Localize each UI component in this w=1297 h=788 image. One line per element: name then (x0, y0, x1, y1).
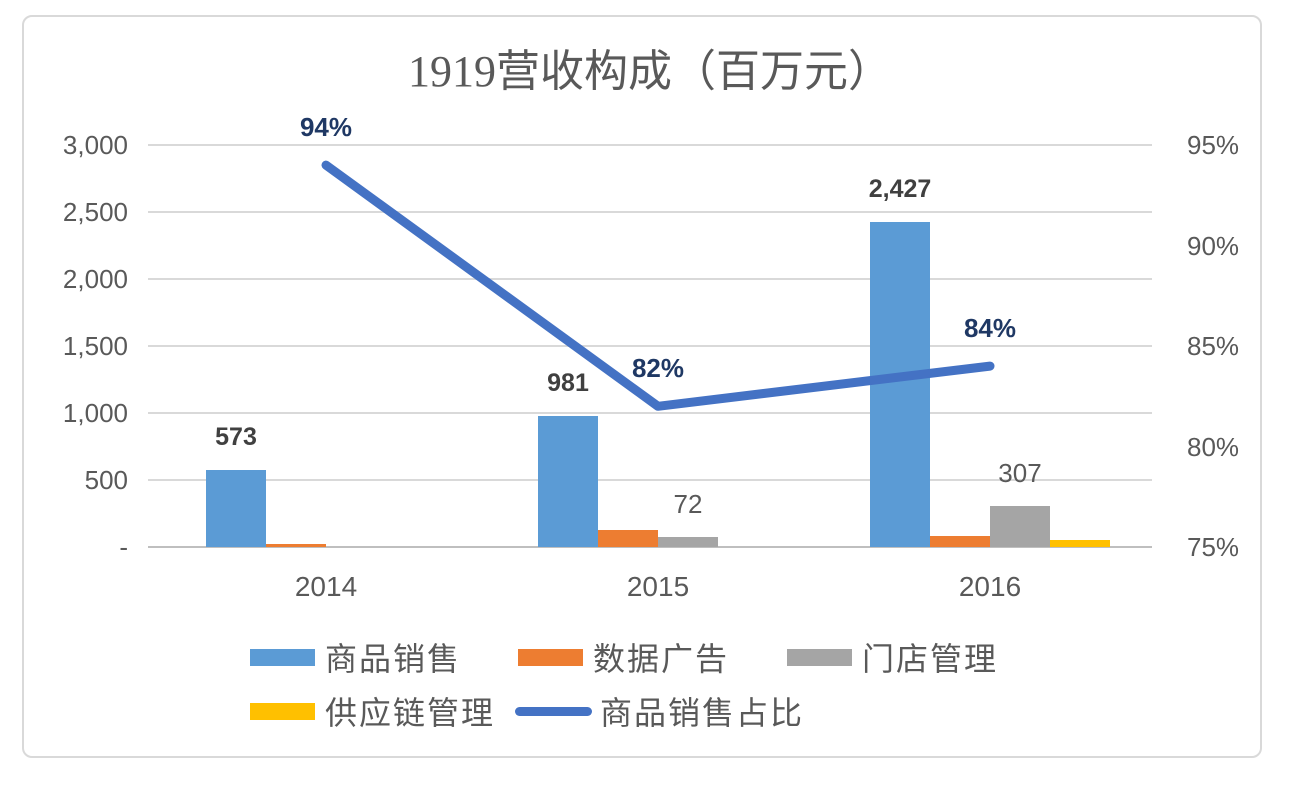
legend-label: 商品销售占比 (600, 695, 805, 731)
legend-color-swatch (250, 648, 315, 666)
bar-供应链管理-2016 (1050, 540, 1110, 547)
y-axis-tick-label: 1,500 (62, 331, 128, 361)
legend-label: 数据广告 (593, 641, 730, 677)
legend-item-数据广告: 数据广告 (518, 640, 729, 677)
legend-item-门店管理: 门店管理 (787, 640, 998, 677)
bar-商品销售-2014 (206, 470, 266, 547)
y-axis-tick-label: 3,000 (62, 130, 128, 160)
secondary-y-axis-tick-label: 95% (1187, 130, 1240, 160)
gridline (148, 211, 1152, 213)
bar-value-label: 573 (215, 423, 257, 452)
y-axis-tick-label: 1,000 (62, 398, 128, 428)
bar-value-label: 981 (547, 368, 589, 397)
legend-color-swatch (518, 648, 583, 666)
bar-value-label: 307 (998, 457, 1042, 488)
legend-color-swatch (787, 648, 852, 666)
secondary-y-axis-tick-label: 80% (1187, 431, 1240, 462)
x-axis-tick-label: 2016 (958, 571, 1022, 602)
legend-color-swatch (250, 702, 315, 720)
y-axis-tick-label: - (119, 532, 128, 562)
legend-item-供应链管理: 供应链管理 (250, 694, 495, 731)
bar-数据广告-2015 (598, 529, 658, 547)
legend-item-商品销售: 商品销售 (250, 640, 461, 677)
secondary-y-axis-tick-label: 90% (1187, 230, 1240, 261)
bar-门店管理-2015 (658, 537, 718, 547)
gridline (148, 479, 1152, 481)
legend-label: 供应链管理 (325, 695, 496, 731)
x-axis-tick-label: 2014 (294, 571, 358, 602)
legend-item-商品销售占比: 商品销售占比 (515, 694, 804, 731)
y-axis-tick-label: 2,500 (62, 197, 128, 227)
secondary-y-axis-tick-label: 85% (1187, 331, 1240, 361)
legend-line-swatch (515, 706, 592, 716)
line-value-label: 84% (963, 313, 1017, 344)
bar-数据广告-2014 (266, 543, 326, 547)
bar-value-label: 2,427 (868, 174, 932, 203)
bar-门店管理-2016 (990, 505, 1050, 547)
bar-数据广告-2016 (930, 536, 990, 547)
gridline (148, 345, 1152, 347)
gridline (148, 412, 1152, 414)
x-axis-tick-label: 2015 (626, 571, 690, 602)
bar-value-label: 72 (673, 489, 703, 520)
x-axis-line (148, 546, 1152, 548)
line-value-label: 82% (631, 353, 685, 384)
legend-label: 商品销售 (325, 641, 462, 677)
gridline (148, 278, 1152, 280)
secondary-y-axis-tick-label: 75% (1187, 532, 1240, 562)
gridline (148, 144, 1152, 146)
bar-商品销售-2015 (538, 415, 598, 547)
legend-label: 门店管理 (862, 641, 999, 677)
bar-商品销售-2016 (870, 221, 930, 547)
chart-title: 1919营收构成（百万元） (408, 47, 892, 96)
y-axis-tick-label: 2,000 (62, 264, 128, 294)
y-axis-tick-label: 500 (84, 465, 128, 495)
line-value-label: 94% (299, 112, 353, 143)
